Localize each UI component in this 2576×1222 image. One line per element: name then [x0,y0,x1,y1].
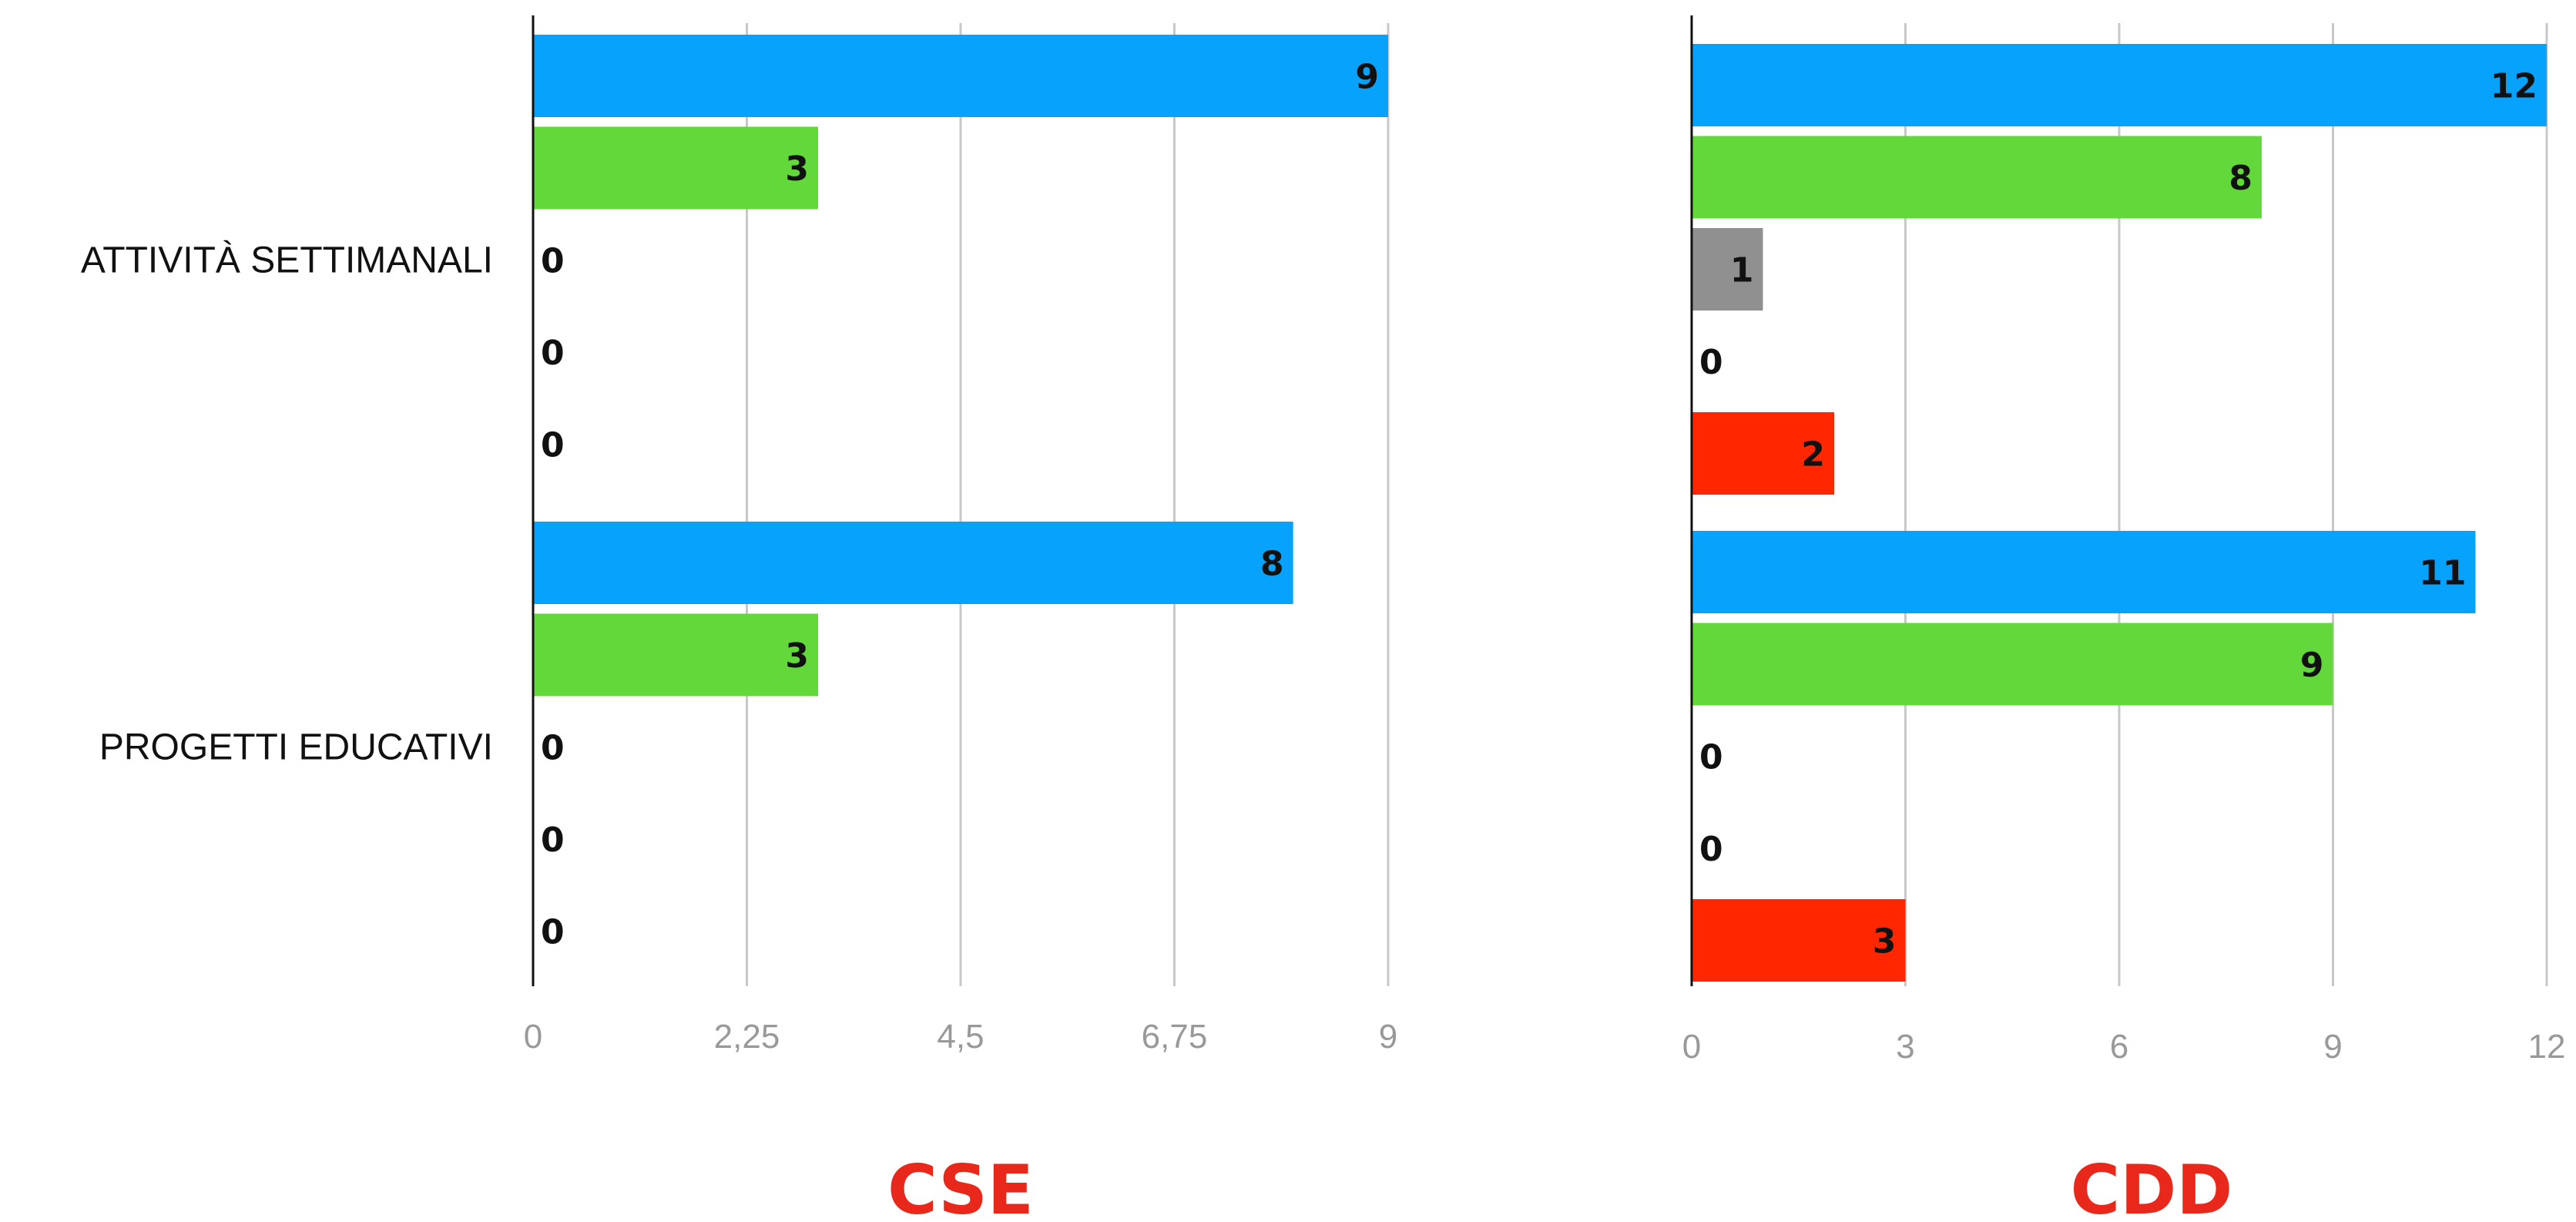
cdd-value-label: 12 [2490,67,2537,106]
cdd-bar [1692,228,1763,311]
cse-bar [533,522,1293,604]
cdd-value-label: 0 [1699,738,1723,777]
cse-value-label: 3 [785,636,809,676]
cse-bar [533,35,1388,117]
cdd-tick-label: 3 [1896,1028,1914,1066]
cse-value-label: 0 [541,334,565,373]
cdd-value-label: 1 [1730,251,1754,290]
cdd-value-label: 8 [2229,159,2252,198]
cse-bar [533,126,818,210]
cdd-bar [1692,44,2547,126]
cse-value-label: 3 [785,149,809,189]
cdd-tick-label: 12 [2528,1028,2566,1066]
cse-chart-title: CSE [887,1150,1034,1222]
cse-bar [533,613,818,697]
cdd-value-label: 3 [1873,922,1897,962]
cse-value-label: 0 [541,729,565,768]
cdd-bar [1692,531,2476,613]
cdd-bar [1692,899,1906,982]
cdd-bar [1692,623,2333,706]
category-label: PROGETTI EDUCATIVI [99,727,493,768]
cse-value-label: 0 [541,913,565,952]
category-label: ATTIVITÀ SETTIMANALI [81,240,493,281]
cse-tick-label: 4,5 [937,1018,984,1056]
cse-tick-label: 2,25 [714,1018,780,1056]
cdd-chart-title: CDD [2071,1150,2233,1222]
cse-tick-label: 0 [524,1018,542,1056]
cdd-bar [1692,136,2262,219]
cdd-tick-label: 9 [2323,1028,2342,1066]
cdd-tick-label: 0 [1682,1028,1701,1066]
cse-tick-label: 6,75 [1142,1018,1208,1056]
cdd-value-label: 9 [2300,646,2324,685]
cse-tick-label: 9 [1379,1018,1397,1056]
cse-value-label: 0 [541,821,565,860]
cdd-value-label: 0 [1699,343,1723,382]
cse-value-label: 9 [1355,58,1379,97]
cse-value-label: 8 [1260,545,1284,584]
cdd-value-label: 2 [1801,435,1825,475]
cse-value-label: 0 [541,426,565,465]
cdd-tick-label: 6 [2110,1028,2128,1066]
cdd-value-label: 0 [1699,830,1723,869]
cdd-bar [1692,412,1834,495]
cdd-value-label: 11 [2419,554,2466,593]
cse-value-label: 0 [541,242,565,281]
